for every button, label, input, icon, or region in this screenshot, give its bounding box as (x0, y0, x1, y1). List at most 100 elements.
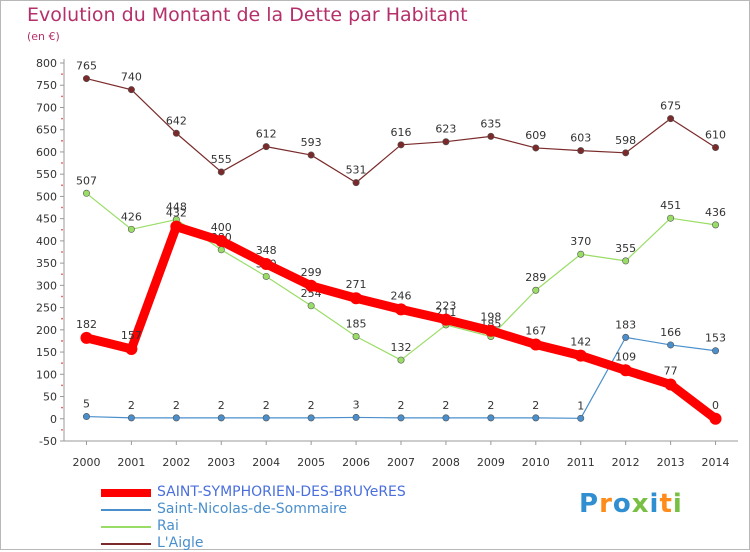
data-label: 765 (76, 60, 97, 73)
y-minor-tick (61, 228, 63, 231)
data-label: 2 (398, 399, 405, 412)
x-tick-label: 2001 (117, 456, 145, 469)
data-label: 167 (525, 324, 546, 337)
y-minor-tick (61, 162, 63, 164)
data-label: 289 (525, 271, 546, 284)
data-label: 436 (705, 206, 726, 219)
data-label: 348 (256, 244, 277, 257)
y-tick-label: 600 (36, 146, 57, 159)
data-label: 2 (442, 399, 449, 412)
data-label: 531 (346, 164, 367, 177)
y-tick-label: 250 (36, 302, 57, 315)
data-label: 0 (712, 399, 719, 412)
y-tick-label: 50 (43, 391, 57, 404)
data-label: 246 (391, 289, 412, 302)
data-label: 451 (660, 199, 681, 212)
data-point (397, 141, 405, 149)
data-label: 623 (435, 123, 456, 136)
data-point (712, 143, 720, 151)
x-tick-label: 2002 (162, 456, 190, 469)
data-point (217, 168, 225, 176)
data-label: 142 (570, 336, 591, 349)
data-label: 370 (570, 235, 591, 248)
data-point (127, 414, 135, 422)
chart-title: Evolution du Montant de la Dette par Hab… (27, 4, 468, 26)
data-point (397, 414, 405, 422)
data-label: 555 (211, 153, 232, 166)
data-point (532, 414, 540, 422)
data-label: 2 (218, 399, 225, 412)
data-point (350, 292, 363, 305)
data-point (577, 147, 585, 155)
y-tick-label: 0 (50, 413, 57, 426)
data-label: 2 (263, 399, 270, 412)
data-point (487, 414, 495, 422)
data-point (622, 149, 630, 157)
x-tick-label: 2013 (657, 456, 685, 469)
data-label: 1 (577, 399, 584, 412)
data-point (442, 414, 450, 422)
data-point (529, 338, 542, 351)
data-label: 609 (525, 129, 546, 142)
y-minor-tick (61, 139, 63, 142)
legend-label: Rai (157, 518, 179, 534)
y-minor-tick (61, 117, 63, 120)
legend-swatch (101, 509, 151, 511)
data-label: 2 (487, 399, 494, 412)
data-label: 157 (121, 329, 142, 342)
data-label: 507 (76, 174, 97, 187)
legend-swatch (101, 526, 151, 528)
data-label: 610 (705, 128, 726, 141)
logo-letter: i (672, 489, 683, 519)
data-label: 109 (615, 350, 636, 363)
y-tick-label: 700 (36, 101, 57, 114)
legend-label: SAINT-SYMPHORIEN-DES-BRUYeRES (157, 484, 406, 500)
data-point (395, 303, 407, 316)
x-tick-label: 2014 (702, 456, 730, 469)
data-point (172, 414, 180, 422)
chart-unit: (en €) (27, 30, 60, 43)
data-label: 182 (76, 318, 97, 331)
x-tick-label: 2007 (387, 456, 415, 469)
x-tick-label: 2008 (432, 456, 460, 469)
data-point (260, 258, 273, 271)
logo-letter: t (659, 489, 673, 519)
data-point (619, 364, 632, 377)
data-label: 2 (532, 399, 539, 412)
y-tick-label: 150 (36, 346, 57, 359)
x-tick-label: 2005 (297, 456, 325, 469)
data-label: 598 (615, 134, 636, 147)
x-tick-label: 2010 (522, 456, 550, 469)
data-point (712, 347, 720, 355)
data-label: 355 (615, 242, 636, 255)
y-minor-tick (61, 384, 63, 387)
x-tick-label: 2000 (72, 456, 100, 469)
data-point (439, 313, 452, 326)
data-label: 3 (353, 398, 360, 411)
legend-swatch (101, 489, 151, 497)
y-tick-label: 100 (36, 368, 57, 381)
data-label: 400 (211, 221, 232, 234)
series-0: 1821574324003482992712462231981671421097… (76, 207, 722, 425)
y-minor-tick (61, 295, 63, 298)
data-point (667, 214, 675, 222)
data-point (127, 86, 135, 94)
y-minor-tick (61, 340, 63, 342)
data-label: 2 (308, 399, 315, 412)
y-tick-label: 350 (36, 257, 57, 270)
data-point (352, 179, 360, 187)
data-point (532, 286, 540, 294)
data-label: 675 (660, 100, 681, 113)
logo-letter: x (631, 489, 650, 519)
legend-label: Saint-Nicolas-de-Sommaire (157, 501, 348, 517)
data-label: 5 (83, 398, 90, 411)
y-tick-label: 650 (36, 124, 57, 137)
x-tick-label: 2009 (477, 456, 505, 469)
series-3: 765 740 642 555 612 593 531 616 623 635 609 603 598 6… (76, 60, 726, 187)
y-tick-label: 550 (36, 168, 57, 181)
y-minor-tick (61, 406, 63, 409)
data-point (397, 356, 405, 364)
data-label: 271 (346, 278, 367, 291)
data-point (215, 234, 228, 247)
